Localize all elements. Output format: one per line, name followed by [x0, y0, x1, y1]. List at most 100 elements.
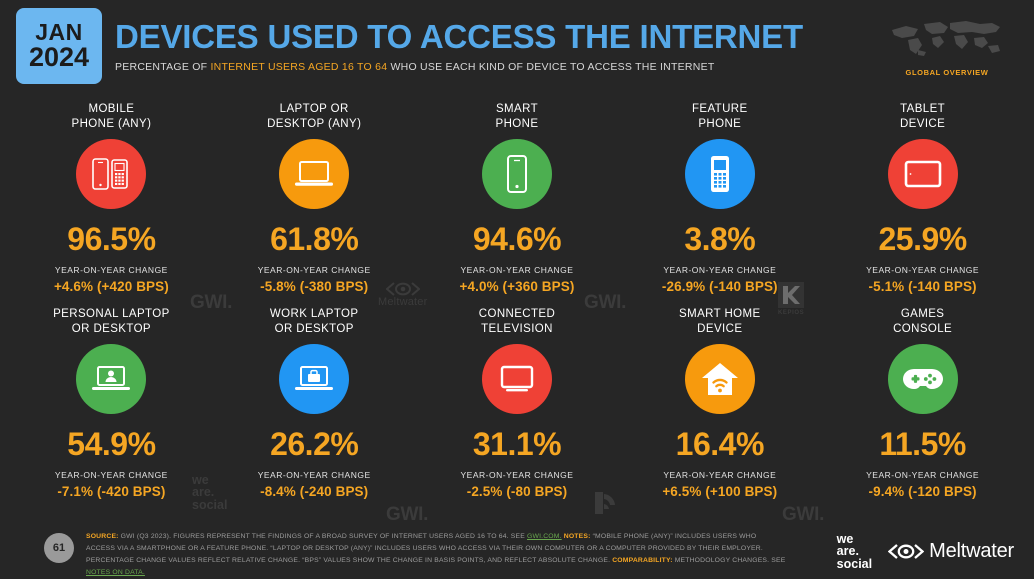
- tablet-icon: [904, 160, 941, 188]
- card-yoy-value: -26.9% (-140 BPS): [661, 279, 778, 294]
- card-label: TABLET DEVICE: [900, 102, 945, 133]
- card-label-line1: CONNECTED: [478, 308, 556, 320]
- notes-text: “MOBILE PHONE (ANY)” INCLUDES USERS WHO …: [86, 533, 763, 564]
- card-label-line1: MOBILE: [88, 103, 135, 115]
- gamepad-icon: [902, 369, 943, 390]
- card-yoy-label: YEAR-ON-YEAR CHANGE: [54, 470, 168, 480]
- notes-on-data-link[interactable]: NOTES ON DATA.: [86, 568, 145, 576]
- card-yoy-label: YEAR-ON-YEAR CHANGE: [257, 265, 371, 275]
- subtitle-highlight: INTERNET USERS AGED 16 TO 64: [210, 61, 388, 73]
- card-label-line2: PHONE (ANY): [71, 117, 152, 130]
- gwi-link[interactable]: GWI.COM.: [527, 533, 562, 540]
- notes-label: NOTES:: [561, 533, 591, 540]
- smart-home-icon: [701, 363, 738, 395]
- card-yoy-label: YEAR-ON-YEAR CHANGE: [460, 265, 574, 275]
- card-smart-phone: SMART PHONE 94.6% YEAR-ON-YEAR CHANGE +4…: [416, 96, 619, 301]
- card-label: CONNECTED TELEVISION: [479, 307, 555, 338]
- card-label-line2: DEVICE: [697, 322, 743, 335]
- subtitle-suffix: WHO USE EACH KIND OF DEVICE TO ACCESS TH…: [387, 61, 715, 73]
- card-label: GAMES CONSOLE: [893, 307, 952, 338]
- card-value: 31.1%: [472, 426, 562, 462]
- card-label-line2: OR DESKTOP: [274, 322, 354, 335]
- card-icon-circle: [887, 139, 958, 209]
- card-yoy-label: YEAR-ON-YEAR CHANGE: [663, 265, 777, 275]
- card-icon-circle: [684, 139, 755, 209]
- card-label-line2: DESKTOP (ANY): [267, 117, 362, 130]
- card-yoy-value: +4.6% (+420 BPS): [53, 279, 169, 294]
- card-work-laptop-or-desktop: WORK LAPTOP OR DESKTOP 26.2% YEAR-ON-YEA…: [213, 301, 416, 501]
- card-label: LAPTOP OR DESKTOP (ANY): [267, 102, 361, 133]
- card-yoy-label: YEAR-ON-YEAR CHANGE: [663, 470, 777, 480]
- card-value: 26.2%: [270, 426, 359, 462]
- card-laptop-or-desktop-any: LAPTOP OR DESKTOP (ANY) 61.8% YEAR-ON-YE…: [213, 96, 416, 301]
- smartphone-icon: [506, 155, 527, 193]
- card-tablet-device: TABLET DEVICE 25.9% YEAR-ON-YEAR CHANGE …: [821, 96, 1024, 301]
- card-icon-circle: [279, 139, 350, 209]
- card-label-line1: GAMES: [900, 308, 945, 320]
- card-yoy-value: +6.5% (+100 BPS): [662, 484, 778, 499]
- card-value: 3.8%: [684, 221, 756, 257]
- header: JAN 2024 DEVICES USED TO ACCESS THE INTE…: [0, 0, 1034, 96]
- card-icon-circle: [76, 139, 147, 209]
- card-yoy-value: -8.4% (-240 BPS): [260, 484, 369, 499]
- date-badge: JAN 2024: [16, 8, 102, 84]
- global-overview-block: GLOBAL OVERVIEW: [882, 18, 1012, 77]
- card-feature-phone: FEATURE PHONE 3.8% YEAR-ON-YEAR CHANGE: [618, 96, 821, 301]
- card-label: SMART PHONE: [496, 102, 539, 133]
- two-phones-icon: [92, 158, 129, 190]
- subtitle-prefix: PERCENTAGE OF: [115, 61, 211, 73]
- card-yoy-label: YEAR-ON-YEAR CHANGE: [460, 470, 574, 480]
- card-label-line2: DEVICE: [899, 117, 946, 130]
- television-icon: [500, 365, 534, 392]
- source-note: SOURCE: GWI (Q3 2023). FIGURES REPRESENT…: [86, 531, 786, 579]
- card-yoy-value: -2.5% (-80 BPS): [466, 484, 568, 499]
- card-label-line2: CONSOLE: [893, 322, 953, 335]
- card-label-line1: WORK LAPTOP: [269, 308, 359, 320]
- page-title: DEVICES USED TO ACCESS THE INTERNET: [115, 18, 803, 55]
- card-yoy-value: -7.1% (-420 BPS): [57, 484, 166, 499]
- card-label-line1: SMART HOME: [679, 308, 761, 320]
- card-yoy-label: YEAR-ON-YEAR CHANGE: [257, 470, 371, 480]
- source-text: GWI (Q3 2023). FIGURES REPRESENT THE FIN…: [118, 533, 528, 540]
- card-label-line1: PERSONAL LAPTOP: [53, 308, 170, 320]
- was-line2: are.: [836, 544, 859, 559]
- comparability-text: METHODOLOGY CHANGES. SEE: [672, 556, 786, 564]
- card-label-line1: FEATURE: [691, 103, 748, 115]
- card-label-line2: PHONE: [698, 117, 742, 130]
- meltwater-logo: Meltwater: [888, 540, 1014, 563]
- title-block: DEVICES USED TO ACCESS THE INTERNET PERC…: [115, 20, 803, 73]
- card-label-line1: SMART: [495, 103, 538, 115]
- card-label: MOBILE PHONE (ANY): [72, 102, 152, 133]
- we-are-social-logo: we are. social: [837, 533, 872, 570]
- card-personal-laptop-or-desktop: PERSONAL LAPTOP OR DESKTOP 54.9% YEAR-ON…: [10, 301, 213, 501]
- card-label-line2: TELEVISION: [481, 322, 553, 335]
- global-overview-label: GLOBAL OVERVIEW: [905, 68, 989, 77]
- card-label: WORK LAPTOP OR DESKTOP: [270, 307, 359, 338]
- brand-logos: we are. social Meltwater: [837, 533, 1015, 570]
- footer: 61 SOURCE: GWI (Q3 2023). FIGURES REPRES…: [0, 521, 1034, 579]
- meltwater-wordmark: Meltwater: [929, 539, 1014, 562]
- card-value: 94.6%: [472, 221, 562, 257]
- page-number-badge: 61: [44, 533, 74, 563]
- card-label-line2: PHONE: [495, 117, 539, 130]
- card-value: 16.4%: [675, 426, 765, 462]
- card-yoy-label: YEAR-ON-YEAR CHANGE: [54, 265, 168, 275]
- world-map-icon: [892, 21, 1000, 56]
- card-icon-circle: [76, 344, 147, 414]
- feature-phone-icon: [710, 156, 729, 192]
- card-icon-circle: [481, 344, 552, 414]
- card-value: 11.5%: [879, 426, 966, 462]
- comparability-label: COMPARABILITY:: [612, 556, 673, 564]
- card-label-line1: LAPTOP OR: [279, 103, 349, 115]
- card-connected-television: CONNECTED TELEVISION 31.1% YEAR-ON-YEAR …: [416, 301, 619, 501]
- was-line1: we: [836, 532, 854, 546]
- card-label: SMART HOME DEVICE: [679, 307, 761, 338]
- card-yoy-value: -9.4% (-120 BPS): [868, 484, 977, 499]
- card-icon-circle: [279, 344, 350, 414]
- card-yoy-label: YEAR-ON-YEAR CHANGE: [866, 470, 980, 480]
- card-label-line2: OR DESKTOP: [71, 322, 151, 335]
- work-laptop-icon: [295, 366, 334, 390]
- card-label: FEATURE PHONE: [692, 102, 748, 133]
- card-games-console: GAMES CONSOLE 11.5% YEAR-ON-YE: [821, 301, 1024, 501]
- card-label: PERSONAL LAPTOP OR DESKTOP: [53, 307, 170, 338]
